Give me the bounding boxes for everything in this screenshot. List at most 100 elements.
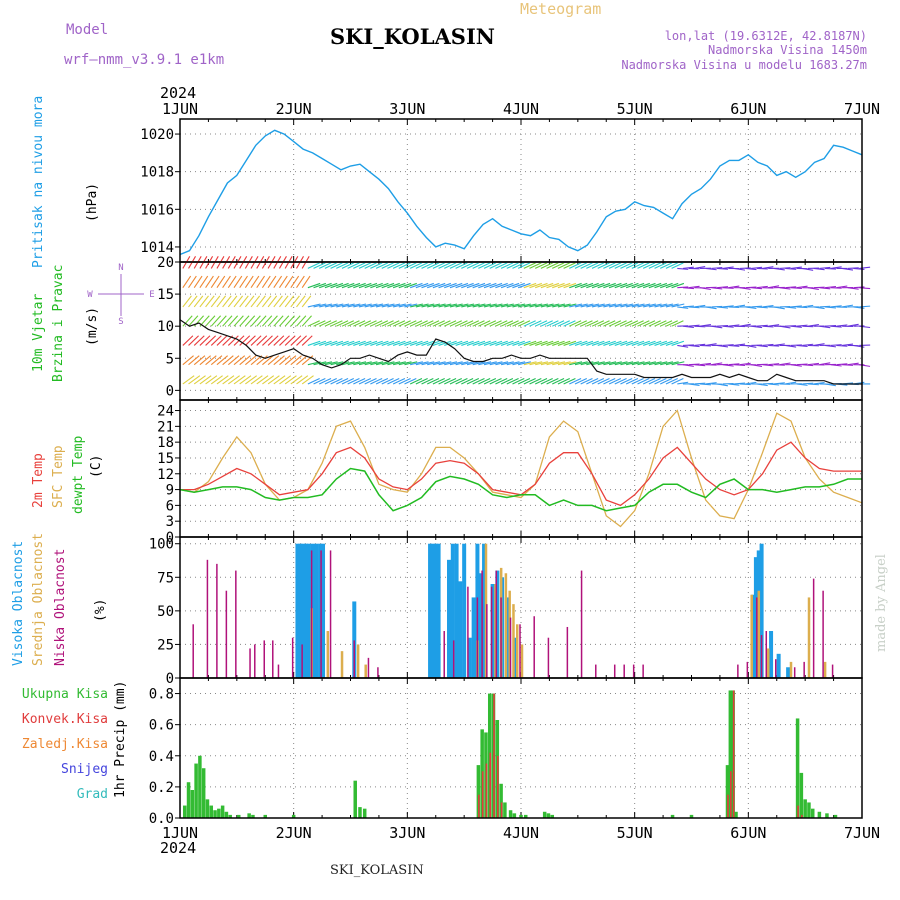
wind-barb xyxy=(358,361,372,366)
wind-barb xyxy=(705,306,717,310)
wind-barb xyxy=(364,320,377,327)
wind-barb xyxy=(381,377,394,385)
wind-barb xyxy=(722,287,734,289)
wind-barb xyxy=(421,282,435,289)
bottom-day-label: 1JUN xyxy=(162,824,198,842)
wind-barb xyxy=(262,375,275,385)
wind-barb xyxy=(461,340,474,346)
wind-barb xyxy=(222,355,234,366)
wind-barb xyxy=(745,267,757,271)
wind-barb xyxy=(796,285,808,289)
wind-barb xyxy=(546,361,560,366)
low-cloud-bar xyxy=(533,616,535,678)
wind-barb xyxy=(819,305,831,308)
total-precip-bar xyxy=(220,805,225,818)
bottom-year-label: 2024 xyxy=(160,839,196,857)
low-cloud-bar xyxy=(793,667,796,678)
wind-barb xyxy=(802,382,814,385)
wind-barb xyxy=(819,266,831,269)
wind-barb xyxy=(802,343,814,346)
wind-barb xyxy=(182,295,192,308)
wind-barb xyxy=(364,303,378,308)
wind-barb xyxy=(347,377,360,385)
wind-barb xyxy=(250,335,262,346)
mid-cloud-bar xyxy=(789,661,793,678)
wind-barb xyxy=(449,340,463,346)
wind-ylabel-2: Brzina i Pravac xyxy=(51,265,66,382)
wind-barb xyxy=(375,262,389,269)
wind-barb xyxy=(620,262,633,269)
wind-barb xyxy=(290,335,302,346)
total-precip-bar xyxy=(499,783,503,818)
wind-barb xyxy=(819,362,831,366)
wind-barb xyxy=(370,361,384,366)
wind-barb xyxy=(227,335,239,346)
wind-barb xyxy=(273,275,283,288)
mid-cloud-bar xyxy=(364,664,367,678)
wind-barb xyxy=(699,362,712,366)
wind-barb xyxy=(745,306,757,309)
wind-barb xyxy=(239,295,249,308)
wind-barb xyxy=(591,320,605,327)
wind-barb xyxy=(802,267,814,271)
model-name: wrf–nmm_v3.9.1 e1km xyxy=(64,52,224,68)
low-cloud-bar xyxy=(500,597,502,678)
wind-barb xyxy=(358,340,372,346)
high-cloud-bar xyxy=(458,581,463,678)
wind-barb xyxy=(336,377,349,385)
wind-barb xyxy=(552,361,566,366)
wind-barb xyxy=(677,306,689,309)
wind-barb xyxy=(557,303,571,308)
wind-barb xyxy=(785,344,797,348)
low-cloud-bar xyxy=(547,637,550,678)
top-day-label: 4JUN xyxy=(503,100,539,118)
wind-barb xyxy=(415,303,429,308)
wind-barb xyxy=(489,262,502,269)
wind-barb xyxy=(250,375,263,385)
wind-barb xyxy=(279,335,290,346)
low-cloud-bar xyxy=(443,631,445,678)
low-cloud-bar xyxy=(277,664,280,678)
wind-barb xyxy=(825,267,837,270)
wind-barb xyxy=(813,306,825,310)
high-cloud-bar xyxy=(447,559,452,678)
wind-barb xyxy=(591,361,605,366)
wind-barb xyxy=(711,362,723,366)
low-cloud-bar xyxy=(235,570,237,678)
mid-cloud-bar xyxy=(504,573,508,678)
wind-barb xyxy=(785,267,797,270)
wind-barb xyxy=(535,340,548,346)
wind-barb xyxy=(722,266,734,269)
wind-barb xyxy=(222,315,233,327)
wind-barb xyxy=(580,340,594,346)
wind-barb xyxy=(188,275,197,288)
precip-panel: 0.0 0.2 0.4 0.6 0.8 xyxy=(149,677,863,827)
wind-barb xyxy=(427,361,441,366)
wind-barb xyxy=(438,361,452,366)
wind-barb xyxy=(409,340,423,346)
total-precip-bar xyxy=(689,814,694,818)
wind-barb xyxy=(415,262,428,269)
wind-barb xyxy=(847,323,859,327)
conv-precip-bar xyxy=(797,805,799,818)
wind-barb xyxy=(193,375,206,385)
cloud-ytick-label: 75 xyxy=(157,570,174,586)
top-day-label: 2JUN xyxy=(276,100,312,118)
wind-barb xyxy=(836,363,848,366)
wind-barb xyxy=(461,361,475,366)
wind-barb xyxy=(500,377,514,385)
wind-barb xyxy=(631,340,645,346)
wind-barb xyxy=(552,320,565,327)
compass-rose: N W E S xyxy=(87,263,154,327)
wind-barb xyxy=(267,355,280,366)
wind-barb xyxy=(768,324,780,327)
wind-barb xyxy=(614,282,628,289)
pressure-ytick-label: 1016 xyxy=(140,202,174,218)
wind-barb xyxy=(188,335,199,346)
wind-barb xyxy=(825,306,837,309)
low-cloud-bar xyxy=(812,578,815,678)
wind-barb xyxy=(427,282,440,289)
wind-barb xyxy=(421,340,435,346)
wind-barb xyxy=(608,262,622,269)
wind-barb xyxy=(597,303,611,308)
